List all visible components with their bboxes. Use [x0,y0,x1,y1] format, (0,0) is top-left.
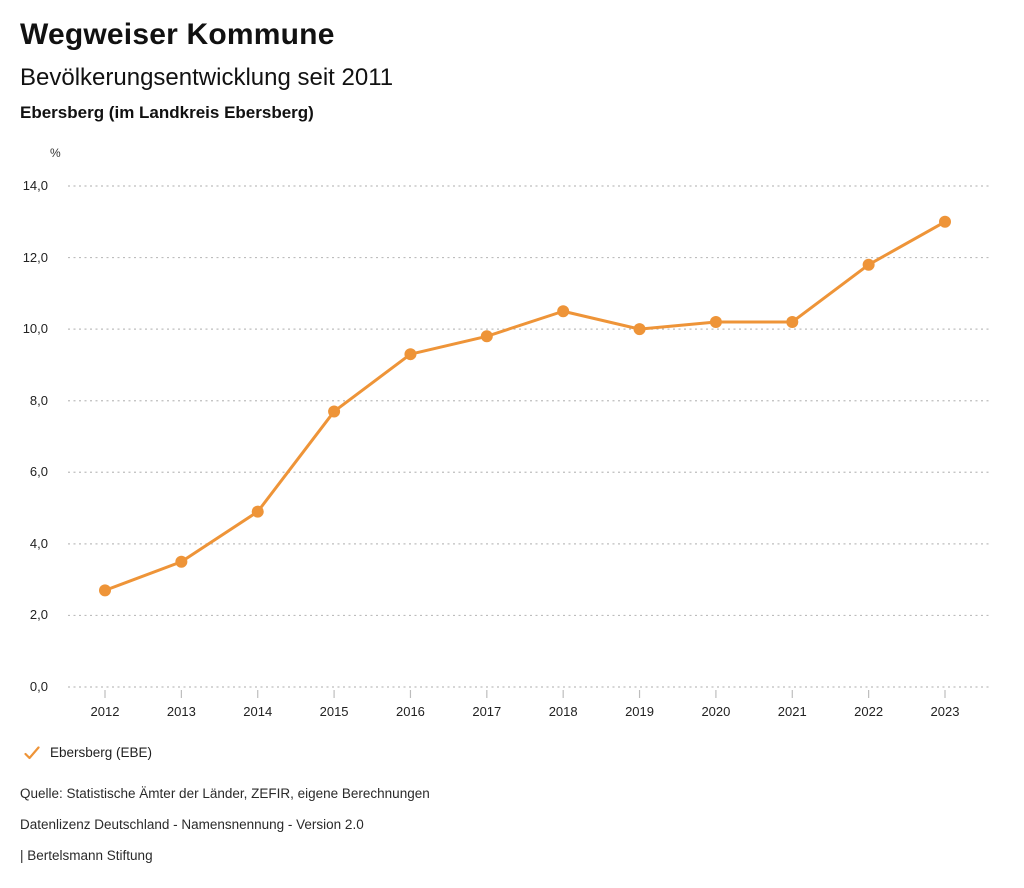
data-point[interactable] [404,348,417,361]
x-axis-tick-label: 2015 [319,704,349,719]
chart-title: Bevölkerungsentwicklung seit 2011 [20,64,394,91]
y-axis-tick-label: 0,0 [29,679,48,694]
y-axis-tick-label: 14,0 [22,178,48,193]
publisher-note: | Bertelsmann Stiftung [20,848,153,863]
y-axis-unit-label: % [50,146,61,160]
x-axis-tick-label: 2022 [854,704,884,719]
x-axis-tick-label: 2017 [472,704,502,719]
data-point[interactable] [99,584,111,597]
legend-item-ebersberg[interactable]: Ebersberg (EBE) [24,745,152,760]
legend-item-label: Ebersberg (EBE) [50,745,153,760]
data-point[interactable] [939,215,951,228]
y-axis-tick-label: 10,0 [22,321,48,337]
y-axis-tick-label: 6,0 [29,464,48,480]
x-axis-tick-label: 2021 [777,704,807,719]
data-point[interactable] [786,315,799,328]
app-title: Wegweiser Kommune [20,18,335,51]
x-axis-tick-label: 2023 [930,704,960,719]
license-note: Datenlizenz Deutschland - Namensnennung … [20,817,364,832]
x-axis-tick-label: 2014 [243,704,273,719]
data-point[interactable] [251,505,264,518]
x-axis-tick-label: 2020 [701,704,731,719]
data-point[interactable] [557,305,570,318]
data-point[interactable] [633,323,646,336]
trend-line [103,220,947,592]
data-point[interactable] [480,330,493,343]
y-axis-tick-label: 12,0 [22,249,48,265]
data-point[interactable] [328,405,341,418]
x-axis-tick-label: 2013 [166,704,196,719]
source-note: Quelle: Statistische Ämter der Länder, Z… [20,786,430,801]
x-axis-tick-label: 2012 [90,704,120,719]
chart-region-subtitle: Ebersberg (im Landkreis Ebersberg) [20,103,314,122]
check-icon [24,745,40,759]
x-axis-tick-label: 2019 [625,704,654,719]
y-axis-tick-label: 4,0 [29,535,48,551]
x-axis-tick-label: 2016 [395,704,425,719]
data-point[interactable] [862,258,875,271]
x-axis-tick-label: 2018 [548,704,578,719]
y-axis-tick-label: 8,0 [29,392,48,408]
y-axis-tick-label: 2,0 [29,607,48,623]
data-point[interactable] [175,555,188,568]
data-point[interactable] [709,315,722,328]
